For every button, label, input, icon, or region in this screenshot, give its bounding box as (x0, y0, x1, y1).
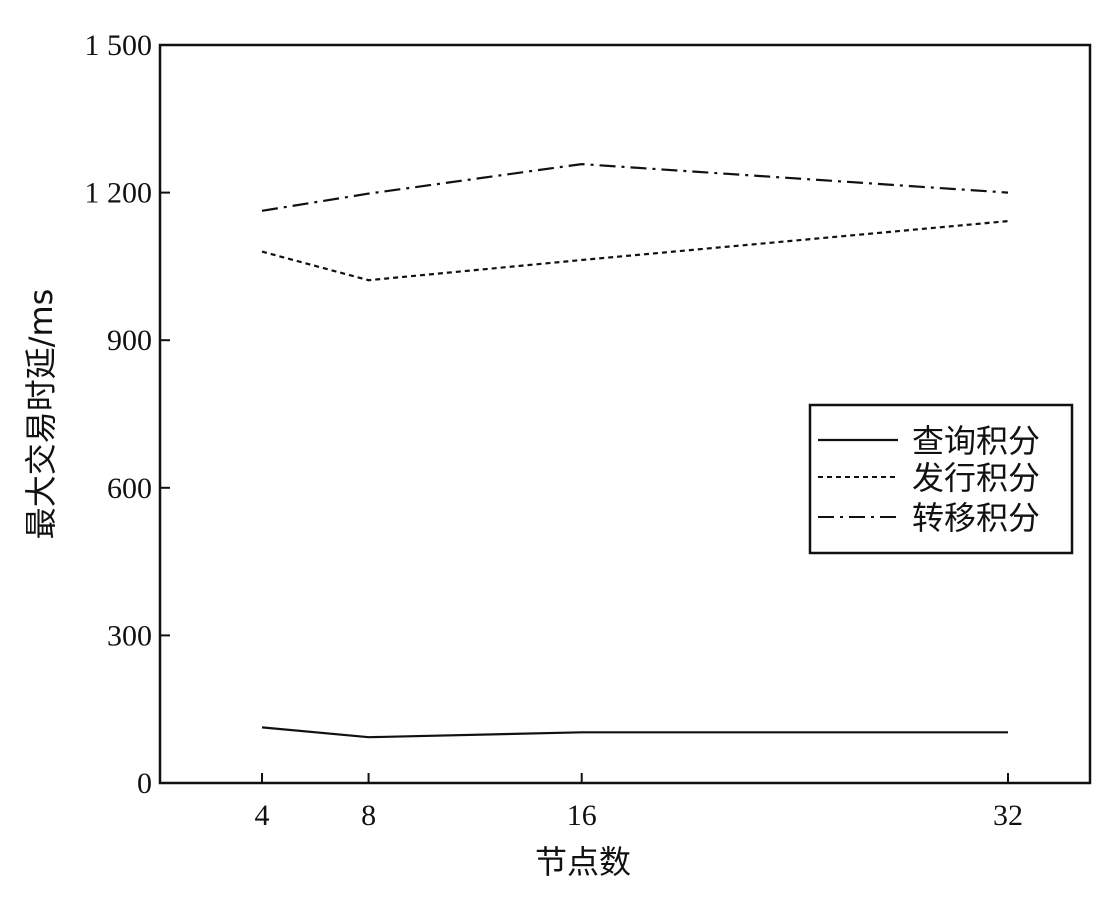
series-line-2 (261, 162, 1009, 212)
legend-box (808, 403, 1074, 555)
y-axis-ticks: 0 300 600 900 1 200 1 500 (85, 29, 170, 800)
x-axis-title: 节点数 (535, 843, 631, 881)
y-tick-label: 0 (137, 767, 152, 800)
y-tick-label: 1 200 (85, 177, 153, 210)
plot-area-frame (158, 43, 1092, 785)
x-tick-label: 8 (361, 799, 376, 832)
legend: 查询积分 发行积分 转移积分 (808, 403, 1074, 555)
legend-label-transfer: 转移积分 (912, 499, 1040, 537)
x-axis-ticks: 4 8 16 32 (255, 773, 1023, 832)
y-tick-label: 1 500 (85, 29, 153, 62)
legend-label-query: 查询积分 (912, 422, 1040, 460)
y-tick-label: 600 (107, 472, 152, 505)
x-tick-label: 4 (255, 799, 270, 832)
x-tick-label: 32 (993, 799, 1023, 832)
y-tick-label: 300 (107, 619, 152, 652)
series-line-1 (261, 220, 1009, 282)
series-lines (261, 162, 1009, 739)
x-tick-label: 16 (567, 799, 597, 832)
legend-label-issue: 发行积分 (912, 459, 1040, 497)
y-axis-title: 最大交易时延/ms (22, 289, 60, 540)
y-tick-label: 900 (107, 324, 152, 357)
series-line-0 (261, 726, 1008, 739)
